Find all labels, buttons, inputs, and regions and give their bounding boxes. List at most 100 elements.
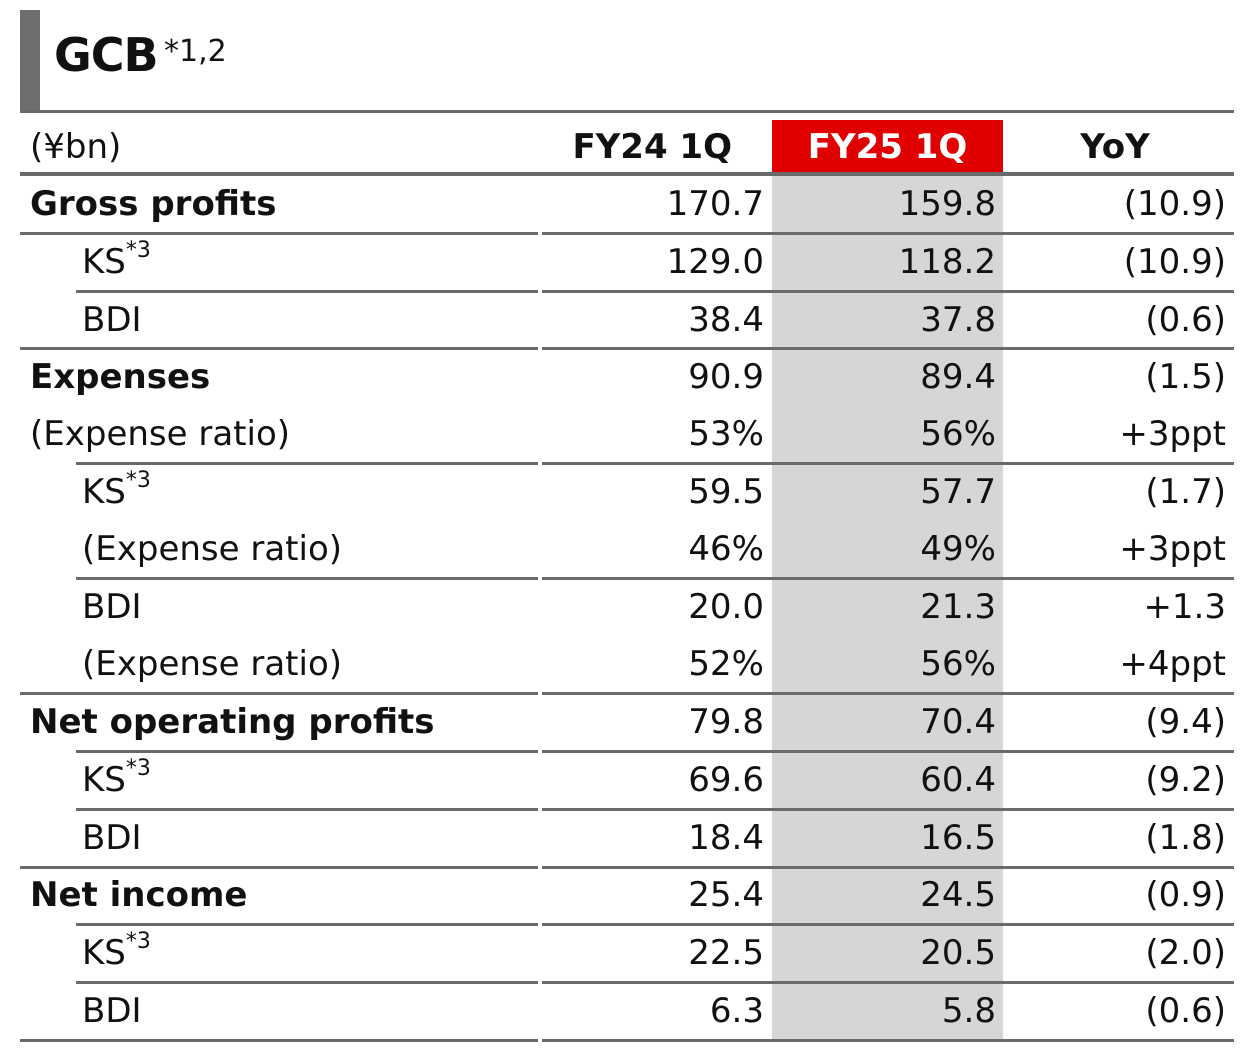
cell-fy24: 6.3 xyxy=(709,991,764,1031)
row-divider xyxy=(542,923,1234,926)
row-divider xyxy=(20,232,538,235)
cell-fy25: 118.2 xyxy=(898,242,996,282)
row-label: KS*3 xyxy=(82,468,151,513)
cell-fy25: 70.4 xyxy=(920,702,996,742)
row-divider xyxy=(542,692,1234,695)
row-divider xyxy=(542,577,1234,580)
footnote-marker: *3 xyxy=(125,756,151,781)
cell-fy24: 79.8 xyxy=(688,702,764,742)
row-label: BDI xyxy=(82,991,142,1031)
table-bottom-rule xyxy=(542,1039,1234,1042)
row-label: BDI xyxy=(82,300,142,340)
cell-fy25: 56% xyxy=(920,414,996,454)
footnote-marker: *3 xyxy=(125,929,151,954)
row-divider xyxy=(20,347,538,350)
cell-yoy: (0.9) xyxy=(1145,875,1226,915)
row-divider xyxy=(542,232,1234,235)
row-divider xyxy=(542,347,1234,350)
page-title: GCB xyxy=(54,28,159,82)
row-divider xyxy=(542,981,1234,984)
row-label: Gross profits xyxy=(30,184,277,224)
cell-fy24: 59.5 xyxy=(688,472,764,512)
fy25-header-highlight xyxy=(772,120,1003,172)
cell-yoy: +3ppt xyxy=(1119,414,1226,454)
row-divider xyxy=(76,750,538,753)
cell-yoy: (9.4) xyxy=(1145,702,1226,742)
cell-yoy: (9.2) xyxy=(1145,760,1226,800)
row-divider xyxy=(542,866,1234,869)
row-label: KS*3 xyxy=(82,929,151,974)
cell-yoy: (1.8) xyxy=(1145,818,1226,858)
row-divider xyxy=(20,866,538,869)
cell-fy25: 49% xyxy=(920,529,996,569)
title-accent-bar xyxy=(20,10,40,110)
cell-fy25: 37.8 xyxy=(920,300,996,340)
cell-fy24: 20.0 xyxy=(688,587,764,627)
footnote-marker: *3 xyxy=(125,238,151,263)
header-fy24: FY24 1Q xyxy=(572,127,732,167)
header-yoy: YoY xyxy=(1080,127,1150,167)
row-label: BDI xyxy=(82,587,142,627)
cell-fy24: 129.0 xyxy=(666,242,764,282)
cell-fy25: 57.7 xyxy=(920,472,996,512)
row-label: Expenses xyxy=(30,357,211,397)
row-label: (Expense ratio) xyxy=(82,644,343,684)
row-divider xyxy=(76,462,538,465)
row-divider xyxy=(20,692,538,695)
cell-fy25: 89.4 xyxy=(920,357,996,397)
table-bottom-rule xyxy=(20,1039,538,1042)
cell-yoy: +1.3 xyxy=(1143,587,1226,627)
cell-fy24: 25.4 xyxy=(688,875,764,915)
row-divider xyxy=(542,462,1234,465)
title-rule xyxy=(20,110,1234,113)
row-divider xyxy=(76,923,538,926)
title-footnote-marker: *1,2 xyxy=(164,34,227,69)
row-divider xyxy=(542,290,1234,293)
row-label: BDI xyxy=(82,818,142,858)
cell-fy24: 69.6 xyxy=(688,760,764,800)
row-divider xyxy=(76,808,538,811)
title-block: GCB *1,2 xyxy=(20,10,1230,110)
cell-yoy: +3ppt xyxy=(1119,529,1226,569)
row-divider xyxy=(76,981,538,984)
row-label: KS*3 xyxy=(82,756,151,801)
row-divider xyxy=(76,577,538,580)
fy25-column-highlight xyxy=(772,174,1003,1042)
row-label: Net operating profits xyxy=(30,702,435,742)
cell-fy25: 21.3 xyxy=(920,587,996,627)
cell-fy25: 24.5 xyxy=(920,875,996,915)
cell-yoy: (0.6) xyxy=(1145,300,1226,340)
row-label: Net income xyxy=(30,875,248,915)
cell-yoy: (1.7) xyxy=(1145,472,1226,512)
cell-fy24: 90.9 xyxy=(688,357,764,397)
cell-fy24: 22.5 xyxy=(688,933,764,973)
cell-yoy: (1.5) xyxy=(1145,357,1226,397)
cell-fy25: 20.5 xyxy=(920,933,996,973)
row-divider xyxy=(542,808,1234,811)
cell-yoy: +4ppt xyxy=(1119,644,1226,684)
cell-fy24: 46% xyxy=(688,529,764,569)
cell-fy24: 170.7 xyxy=(666,184,764,224)
cell-yoy: (2.0) xyxy=(1145,933,1226,973)
header-fy25: FY25 1Q xyxy=(807,127,968,167)
cell-fy24: 18.4 xyxy=(688,818,764,858)
row-label: (Expense ratio) xyxy=(82,529,343,569)
cell-fy25: 56% xyxy=(920,644,996,684)
row-label: KS*3 xyxy=(82,238,151,283)
unit-label: (¥bn) xyxy=(30,127,122,167)
cell-fy25: 16.5 xyxy=(920,818,996,858)
cell-yoy: (10.9) xyxy=(1123,242,1226,282)
cell-fy25: 159.8 xyxy=(898,184,996,224)
cell-yoy: (0.6) xyxy=(1145,991,1226,1031)
cell-fy25: 5.8 xyxy=(941,991,996,1031)
row-divider xyxy=(76,290,538,293)
cell-fy24: 38.4 xyxy=(688,300,764,340)
cell-yoy: (10.9) xyxy=(1123,184,1226,224)
cell-fy24: 53% xyxy=(688,414,764,454)
row-label: (Expense ratio) xyxy=(30,414,291,454)
cell-fy25: 60.4 xyxy=(920,760,996,800)
header-rule xyxy=(20,172,1234,176)
footnote-marker: *3 xyxy=(125,468,151,493)
cell-fy24: 52% xyxy=(688,644,764,684)
row-divider xyxy=(542,750,1234,753)
